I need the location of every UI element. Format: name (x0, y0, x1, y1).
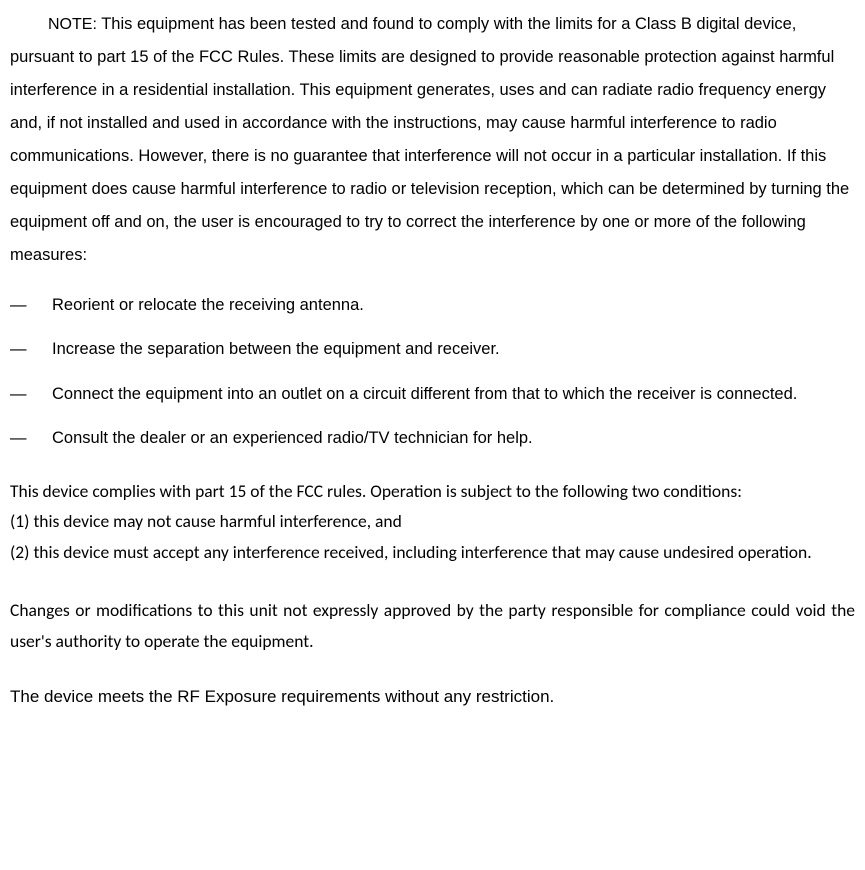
measure-text: Increase the separation between the equi… (52, 340, 500, 358)
list-item: —Reorient or relocate the receiving ante… (10, 292, 855, 318)
measure-text: Reorient or relocate the receiving anten… (52, 296, 364, 314)
dash-icon: — (10, 381, 52, 407)
list-item: —Connect the equipment into an outlet on… (10, 381, 855, 407)
note-body: This equipment has been tested and found… (10, 15, 849, 264)
compliance-intro: This device complies with part 15 of the… (10, 476, 855, 507)
list-item: —Consult the dealer or an experienced ra… (10, 425, 855, 451)
dash-icon: — (10, 425, 52, 451)
measure-text: Consult the dealer or an experienced rad… (52, 429, 533, 447)
dash-icon: — (10, 336, 52, 362)
changes-paragraph: Changes or modifications to this unit no… (10, 595, 855, 656)
compliance-condition-1: (1) this device may not cause harmful in… (10, 506, 855, 537)
rf-exposure-paragraph: The device meets the RF Exposure require… (10, 683, 855, 710)
dash-icon: — (10, 292, 52, 318)
measures-list: —Reorient or relocate the receiving ante… (10, 292, 855, 452)
note-label: NOTE: (10, 16, 97, 33)
fcc-note-paragraph: NOTE: This equipment has been tested and… (10, 8, 855, 272)
compliance-condition-2: (2) this device must accept any interfer… (10, 537, 855, 568)
list-item: —Increase the separation between the equ… (10, 336, 855, 362)
measure-text: Connect the equipment into an outlet on … (52, 385, 797, 403)
compliance-section: This device complies with part 15 of the… (10, 476, 855, 568)
